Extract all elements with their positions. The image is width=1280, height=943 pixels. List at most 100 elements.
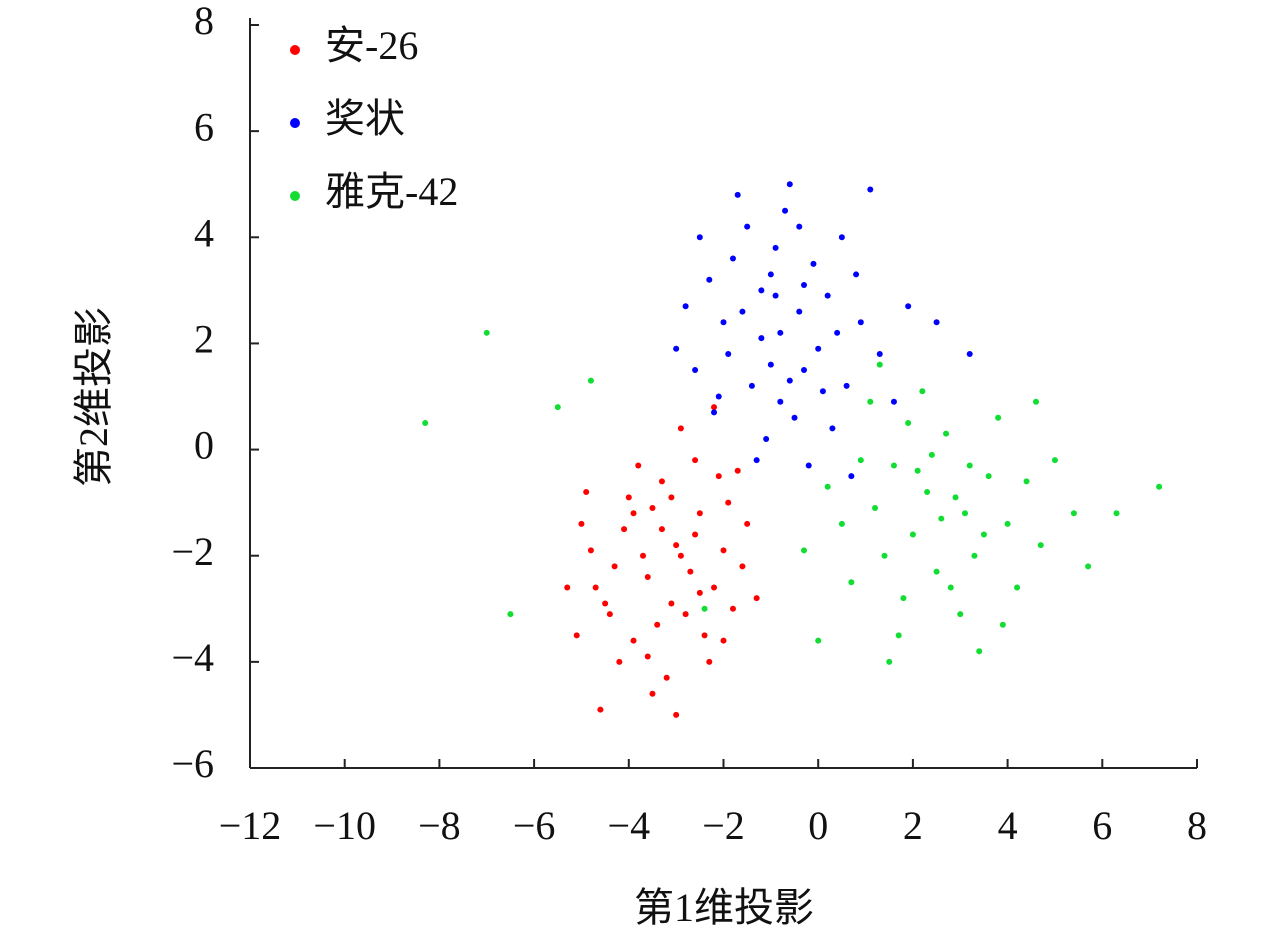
point bbox=[952, 494, 959, 501]
y-tick-label: 2 bbox=[194, 317, 214, 362]
point bbox=[658, 526, 665, 533]
point bbox=[848, 473, 855, 480]
point bbox=[857, 457, 864, 464]
point bbox=[890, 462, 897, 469]
point bbox=[800, 366, 807, 373]
point bbox=[772, 292, 779, 299]
point bbox=[734, 191, 741, 198]
point bbox=[706, 658, 713, 665]
point bbox=[725, 499, 732, 506]
point bbox=[687, 568, 694, 575]
point bbox=[692, 531, 699, 538]
point bbox=[602, 600, 609, 607]
point bbox=[767, 361, 774, 368]
legend-label: 安-26 bbox=[325, 23, 418, 68]
point bbox=[1085, 563, 1092, 570]
point bbox=[810, 260, 817, 267]
point bbox=[701, 605, 708, 612]
y-tick-label: 0 bbox=[194, 423, 214, 468]
point bbox=[711, 584, 718, 591]
x-tick-label: 2 bbox=[903, 803, 923, 848]
y-tick-label: −6 bbox=[171, 741, 214, 786]
point bbox=[483, 329, 490, 336]
y-tick-label: 8 bbox=[194, 0, 214, 43]
point bbox=[696, 234, 703, 241]
point bbox=[763, 435, 770, 442]
point bbox=[767, 271, 774, 278]
point bbox=[720, 547, 727, 554]
point bbox=[720, 319, 727, 326]
point bbox=[673, 542, 680, 549]
point bbox=[1014, 584, 1021, 591]
point bbox=[957, 611, 964, 618]
point bbox=[848, 579, 855, 586]
point bbox=[587, 377, 594, 384]
point bbox=[976, 648, 983, 655]
legend-label: 雅克-42 bbox=[325, 169, 458, 214]
point bbox=[578, 520, 585, 527]
point bbox=[881, 552, 888, 559]
point bbox=[692, 366, 699, 373]
point bbox=[943, 430, 950, 437]
point bbox=[663, 674, 670, 681]
point bbox=[654, 621, 661, 628]
point bbox=[592, 584, 599, 591]
point bbox=[890, 398, 897, 405]
point bbox=[800, 547, 807, 554]
point bbox=[1033, 398, 1040, 405]
x-tick-label: −12 bbox=[219, 803, 282, 848]
point bbox=[867, 186, 874, 193]
point bbox=[777, 329, 784, 336]
point bbox=[1023, 478, 1030, 485]
point bbox=[919, 388, 926, 395]
legend-marker bbox=[290, 118, 300, 128]
point bbox=[980, 531, 987, 538]
point bbox=[791, 414, 798, 421]
x-tick-label: 4 bbox=[998, 803, 1018, 848]
point bbox=[824, 292, 831, 299]
point bbox=[649, 504, 656, 511]
point bbox=[739, 563, 746, 570]
point bbox=[928, 451, 935, 458]
point bbox=[573, 632, 580, 639]
point bbox=[644, 653, 651, 660]
point bbox=[772, 244, 779, 251]
point bbox=[682, 303, 689, 310]
point bbox=[564, 584, 571, 591]
point bbox=[635, 462, 642, 469]
point bbox=[961, 510, 968, 517]
point bbox=[914, 467, 921, 474]
x-tick-label: 8 bbox=[1187, 803, 1207, 848]
point bbox=[786, 377, 793, 384]
point bbox=[777, 398, 784, 405]
point bbox=[711, 409, 718, 416]
point bbox=[838, 520, 845, 527]
point bbox=[677, 425, 684, 432]
point bbox=[744, 520, 751, 527]
point bbox=[696, 589, 703, 596]
point bbox=[715, 393, 722, 400]
point bbox=[966, 462, 973, 469]
point bbox=[507, 611, 514, 618]
point bbox=[947, 584, 954, 591]
point bbox=[729, 605, 736, 612]
point bbox=[1051, 457, 1058, 464]
point bbox=[706, 276, 713, 283]
point bbox=[819, 388, 826, 395]
point bbox=[701, 632, 708, 639]
point bbox=[753, 457, 760, 464]
point bbox=[554, 404, 561, 411]
y-axis-label: 第2维投影 bbox=[71, 307, 116, 487]
point bbox=[611, 563, 618, 570]
y-tick-label: −2 bbox=[171, 529, 214, 574]
point bbox=[758, 287, 765, 294]
point bbox=[625, 494, 632, 501]
x-tick-label: 0 bbox=[808, 803, 828, 848]
point bbox=[971, 552, 978, 559]
point bbox=[829, 425, 836, 432]
point bbox=[905, 420, 912, 427]
point bbox=[876, 361, 883, 368]
x-tick-label: −10 bbox=[313, 803, 376, 848]
point bbox=[696, 510, 703, 517]
